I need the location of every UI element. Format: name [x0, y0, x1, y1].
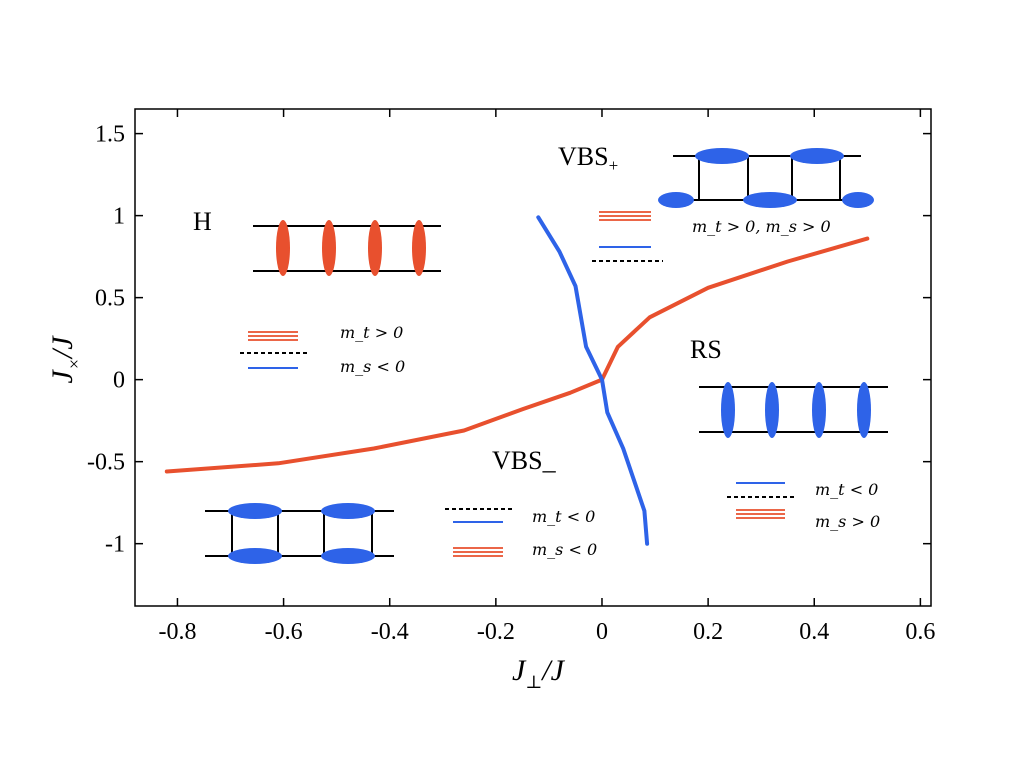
y-axis-label: J×/J [46, 335, 84, 384]
x-tick-label: -0.6 [265, 619, 303, 645]
y-tick-label: -1 [105, 532, 125, 558]
phase-label-rs: RS [690, 335, 722, 364]
rung-singlet [412, 220, 426, 276]
x-tick-label: 0.4 [799, 619, 829, 645]
y-tick-label: 0 [113, 368, 125, 394]
ladder-h [253, 220, 441, 276]
leg-dimer [321, 503, 375, 519]
y-tick-label: -0.5 [87, 450, 125, 476]
phase-rs: RS m_t < 0 m_s > 0 [690, 335, 888, 531]
leg-dimer [321, 548, 375, 564]
phase-label-h: H [193, 207, 212, 236]
triplet-level-orange [453, 547, 503, 557]
mt-ms-condition: m_t > 0, m_s > 0 [692, 217, 831, 236]
x-tick-label: -0.2 [477, 619, 515, 645]
boundary-line-blue [536, 215, 650, 546]
phase-vbs-plus: VBS+ m_t > 0, m_s > 0 [558, 142, 874, 262]
legend-rs: m_t < 0 m_s > 0 [727, 480, 880, 531]
rung-singlet [812, 382, 826, 438]
ladder-rs [699, 382, 888, 438]
axis-ticks: -0.8 -0.6 -0.4 -0.2 0 0.2 0.4 0.6 -1 -0.5 0 0.5 1 1.5 [87, 109, 935, 645]
triplet-level-orange [248, 331, 298, 341]
leg-dimer [842, 192, 874, 208]
leg-dimer [790, 148, 844, 164]
y-tick-label: 1 [113, 204, 125, 230]
x-tick-label: 0.2 [693, 619, 723, 645]
ms-condition: m_s < 0 [340, 357, 405, 376]
ladder-vbs-minus [205, 503, 394, 564]
mt-condition: m_t < 0 [532, 507, 595, 526]
leg-dimer [228, 548, 282, 564]
phase-vbs-minus: VBS_ m_t < 0 m_s < 0 [205, 446, 597, 564]
phase-label-vbs-minus: VBS_ [492, 446, 557, 475]
rung-singlet [276, 220, 290, 276]
ladder-vbs-plus [658, 148, 874, 208]
ms-condition: m_s < 0 [532, 540, 597, 559]
leg-dimer [658, 192, 694, 208]
plot-frame [134, 108, 932, 607]
x-tick-label: -0.8 [158, 619, 196, 645]
leg-dimer [695, 148, 749, 164]
x-tick-label: 0 [596, 619, 608, 645]
leg-dimer [228, 503, 282, 519]
phase-h: H m_t > 0 m_s < 0 [193, 207, 441, 376]
x-tick-label: 0.6 [905, 619, 935, 645]
rung-singlet [368, 220, 382, 276]
ms-condition: m_s > 0 [815, 512, 880, 531]
mt-condition: m_t > 0 [340, 323, 403, 342]
y-tick-label: 1.5 [95, 122, 125, 148]
phase-boundaries [164, 215, 870, 546]
rung-singlet [721, 382, 735, 438]
rung-singlet [322, 220, 336, 276]
x-axis-label: J⊥/J [512, 654, 566, 692]
y-tick-label: 0.5 [95, 286, 125, 312]
boundary-line-orange [164, 236, 870, 474]
leg-dimer [743, 192, 797, 208]
triplet-level-orange [599, 211, 651, 221]
phase-label-vbs-plus: VBS+ [558, 142, 618, 175]
legend-h: m_t > 0 m_s < 0 [240, 323, 405, 376]
rung-singlet [765, 382, 779, 438]
legend-vbs-minus: m_t < 0 m_s < 0 [445, 507, 597, 559]
x-tick-label: -0.4 [371, 619, 409, 645]
rung-singlet [857, 382, 871, 438]
triplet-level-orange [736, 509, 785, 519]
mt-condition: m_t < 0 [815, 480, 878, 499]
legend-vbs-plus: m_t > 0, m_s > 0 [592, 211, 831, 262]
